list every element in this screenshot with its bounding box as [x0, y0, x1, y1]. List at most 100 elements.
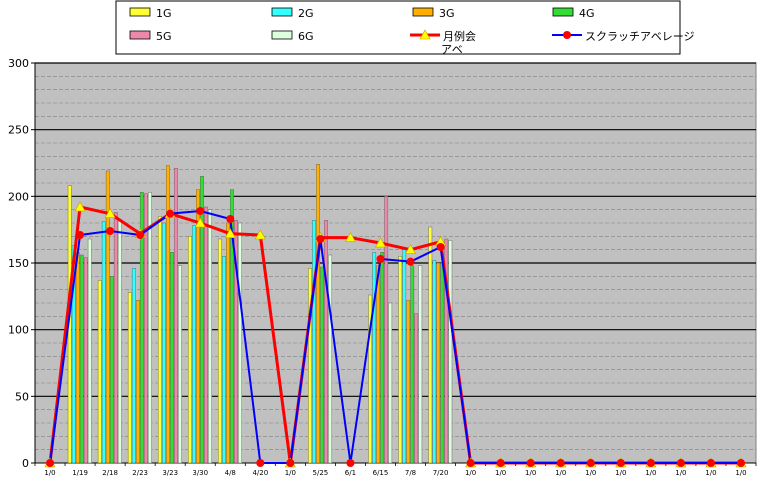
- line-point-circle: [736, 459, 745, 467]
- legend-swatch-5g: [129, 30, 151, 40]
- bar: [402, 249, 407, 464]
- legend-swatch-3g: [412, 7, 434, 17]
- legend-entry-6g: 6G: [271, 30, 314, 43]
- bar: [226, 222, 230, 464]
- bar: [428, 226, 433, 464]
- line-point-triangle: [194, 217, 206, 228]
- line-point-circle: [436, 243, 445, 251]
- line-point-circle: [466, 459, 475, 467]
- legend-entry-2g: 2G: [271, 7, 314, 20]
- x-tick-label: 1/0: [525, 469, 536, 477]
- line-point-triangle: [224, 228, 236, 238]
- bar: [388, 302, 393, 464]
- line-point-triangle: [374, 237, 386, 248]
- y-tick-label: 50: [15, 390, 29, 403]
- bar: [135, 300, 140, 464]
- x-tick-label: 1/0: [495, 469, 506, 477]
- line-point-triangle: [254, 229, 266, 240]
- legend-label-monthly-avg-line1: 月例会: [443, 29, 476, 43]
- line-point-circle: [406, 257, 415, 266]
- y-tick-label: 150: [8, 257, 29, 270]
- legend-swatch-2g: [271, 7, 293, 17]
- x-tick-label: 1/0: [585, 469, 596, 477]
- x-tick-label: 6/15: [373, 469, 389, 477]
- line-point-circle: [226, 215, 235, 223]
- y-tick-label: 250: [8, 124, 29, 137]
- bar: [410, 265, 415, 464]
- bar: [308, 268, 312, 464]
- x-tick-label: 4/8: [225, 469, 236, 477]
- legend-label-2g: 2G: [298, 7, 314, 20]
- y-tick-label: 300: [8, 57, 29, 70]
- x-tick-label: 3/30: [192, 469, 208, 477]
- x-tick-label: 7/20: [433, 469, 449, 477]
- x-tick-label: 1/0: [555, 469, 566, 477]
- bar: [131, 268, 136, 464]
- x-tick-label: 1/0: [285, 469, 296, 477]
- line-point-triangle: [74, 201, 86, 212]
- bar: [312, 220, 316, 464]
- x-tick-label: 4/20: [252, 469, 268, 477]
- bar: [101, 221, 106, 464]
- bar: [177, 265, 182, 464]
- line-point-circle: [286, 459, 295, 467]
- line-point-circle: [346, 459, 355, 467]
- legend-entry-3g: 3G: [412, 7, 455, 20]
- line-point-circle: [166, 209, 175, 218]
- line-point-triangle: [405, 244, 417, 254]
- bar: [414, 313, 419, 464]
- line-point-triangle: [344, 232, 356, 242]
- bar: [320, 266, 325, 464]
- bar: [368, 294, 373, 464]
- bar: [113, 212, 118, 464]
- x-tick-label: 1/0: [735, 469, 746, 477]
- bar: [384, 196, 389, 464]
- legend-label-6g: 6G: [298, 30, 314, 43]
- bar: [161, 222, 166, 464]
- line-point-circle: [136, 231, 145, 239]
- bar: [143, 193, 148, 464]
- legend-label-1g: 1G: [156, 7, 172, 20]
- bar: [157, 216, 162, 464]
- bar: [218, 238, 222, 464]
- line-point-circle: [496, 459, 505, 467]
- legend-label-4g: 4G: [579, 7, 595, 20]
- legend-entry-5g: 5G: [129, 30, 172, 43]
- x-tick-label: 3/23: [162, 469, 178, 477]
- bar: [188, 236, 192, 464]
- line-point-circle: [46, 459, 55, 467]
- bar: [79, 254, 84, 464]
- bar: [117, 220, 122, 464]
- legend-entry-monthly-avg: 月例会 アベ: [410, 29, 476, 56]
- bar: [173, 168, 178, 464]
- bar: [200, 176, 204, 464]
- legend-entry-scratch-avg: スクラッチアベレージ: [552, 30, 695, 43]
- bar: [234, 220, 238, 464]
- bar: [372, 252, 377, 464]
- line-point-circle: [106, 227, 115, 235]
- line-point-triangle: [104, 208, 116, 218]
- x-tick-label: 1/0: [675, 469, 686, 477]
- line-point-circle: [706, 459, 715, 467]
- line-point-circle: [616, 459, 625, 467]
- bar: [376, 265, 381, 464]
- x-tick-label: 6/1: [345, 469, 356, 477]
- bar: [418, 265, 423, 464]
- bar: [204, 206, 208, 464]
- bar: [192, 225, 196, 464]
- line-point-circle: [676, 459, 685, 467]
- bar: [139, 192, 144, 464]
- legend: 1G 2G 3G 4G 5G 6G 月例会 アベ: [115, 0, 695, 56]
- y-tick-label: 200: [8, 190, 29, 203]
- bar: [436, 262, 441, 464]
- bar: [230, 189, 234, 464]
- line-point-circle: [316, 235, 325, 243]
- x-tick-label: 5/25: [313, 469, 329, 477]
- line-point-circle: [376, 255, 385, 263]
- legend-swatch-4g: [552, 7, 574, 17]
- line-point-circle: [76, 231, 85, 239]
- bar: [406, 300, 411, 464]
- plot-area: 0 50 100 150 200 250 300 1/0 1/19 2/18 2/23 3/23 3/3…: [8, 57, 757, 477]
- legend-label-monthly-avg-line2: アベ: [441, 43, 463, 56]
